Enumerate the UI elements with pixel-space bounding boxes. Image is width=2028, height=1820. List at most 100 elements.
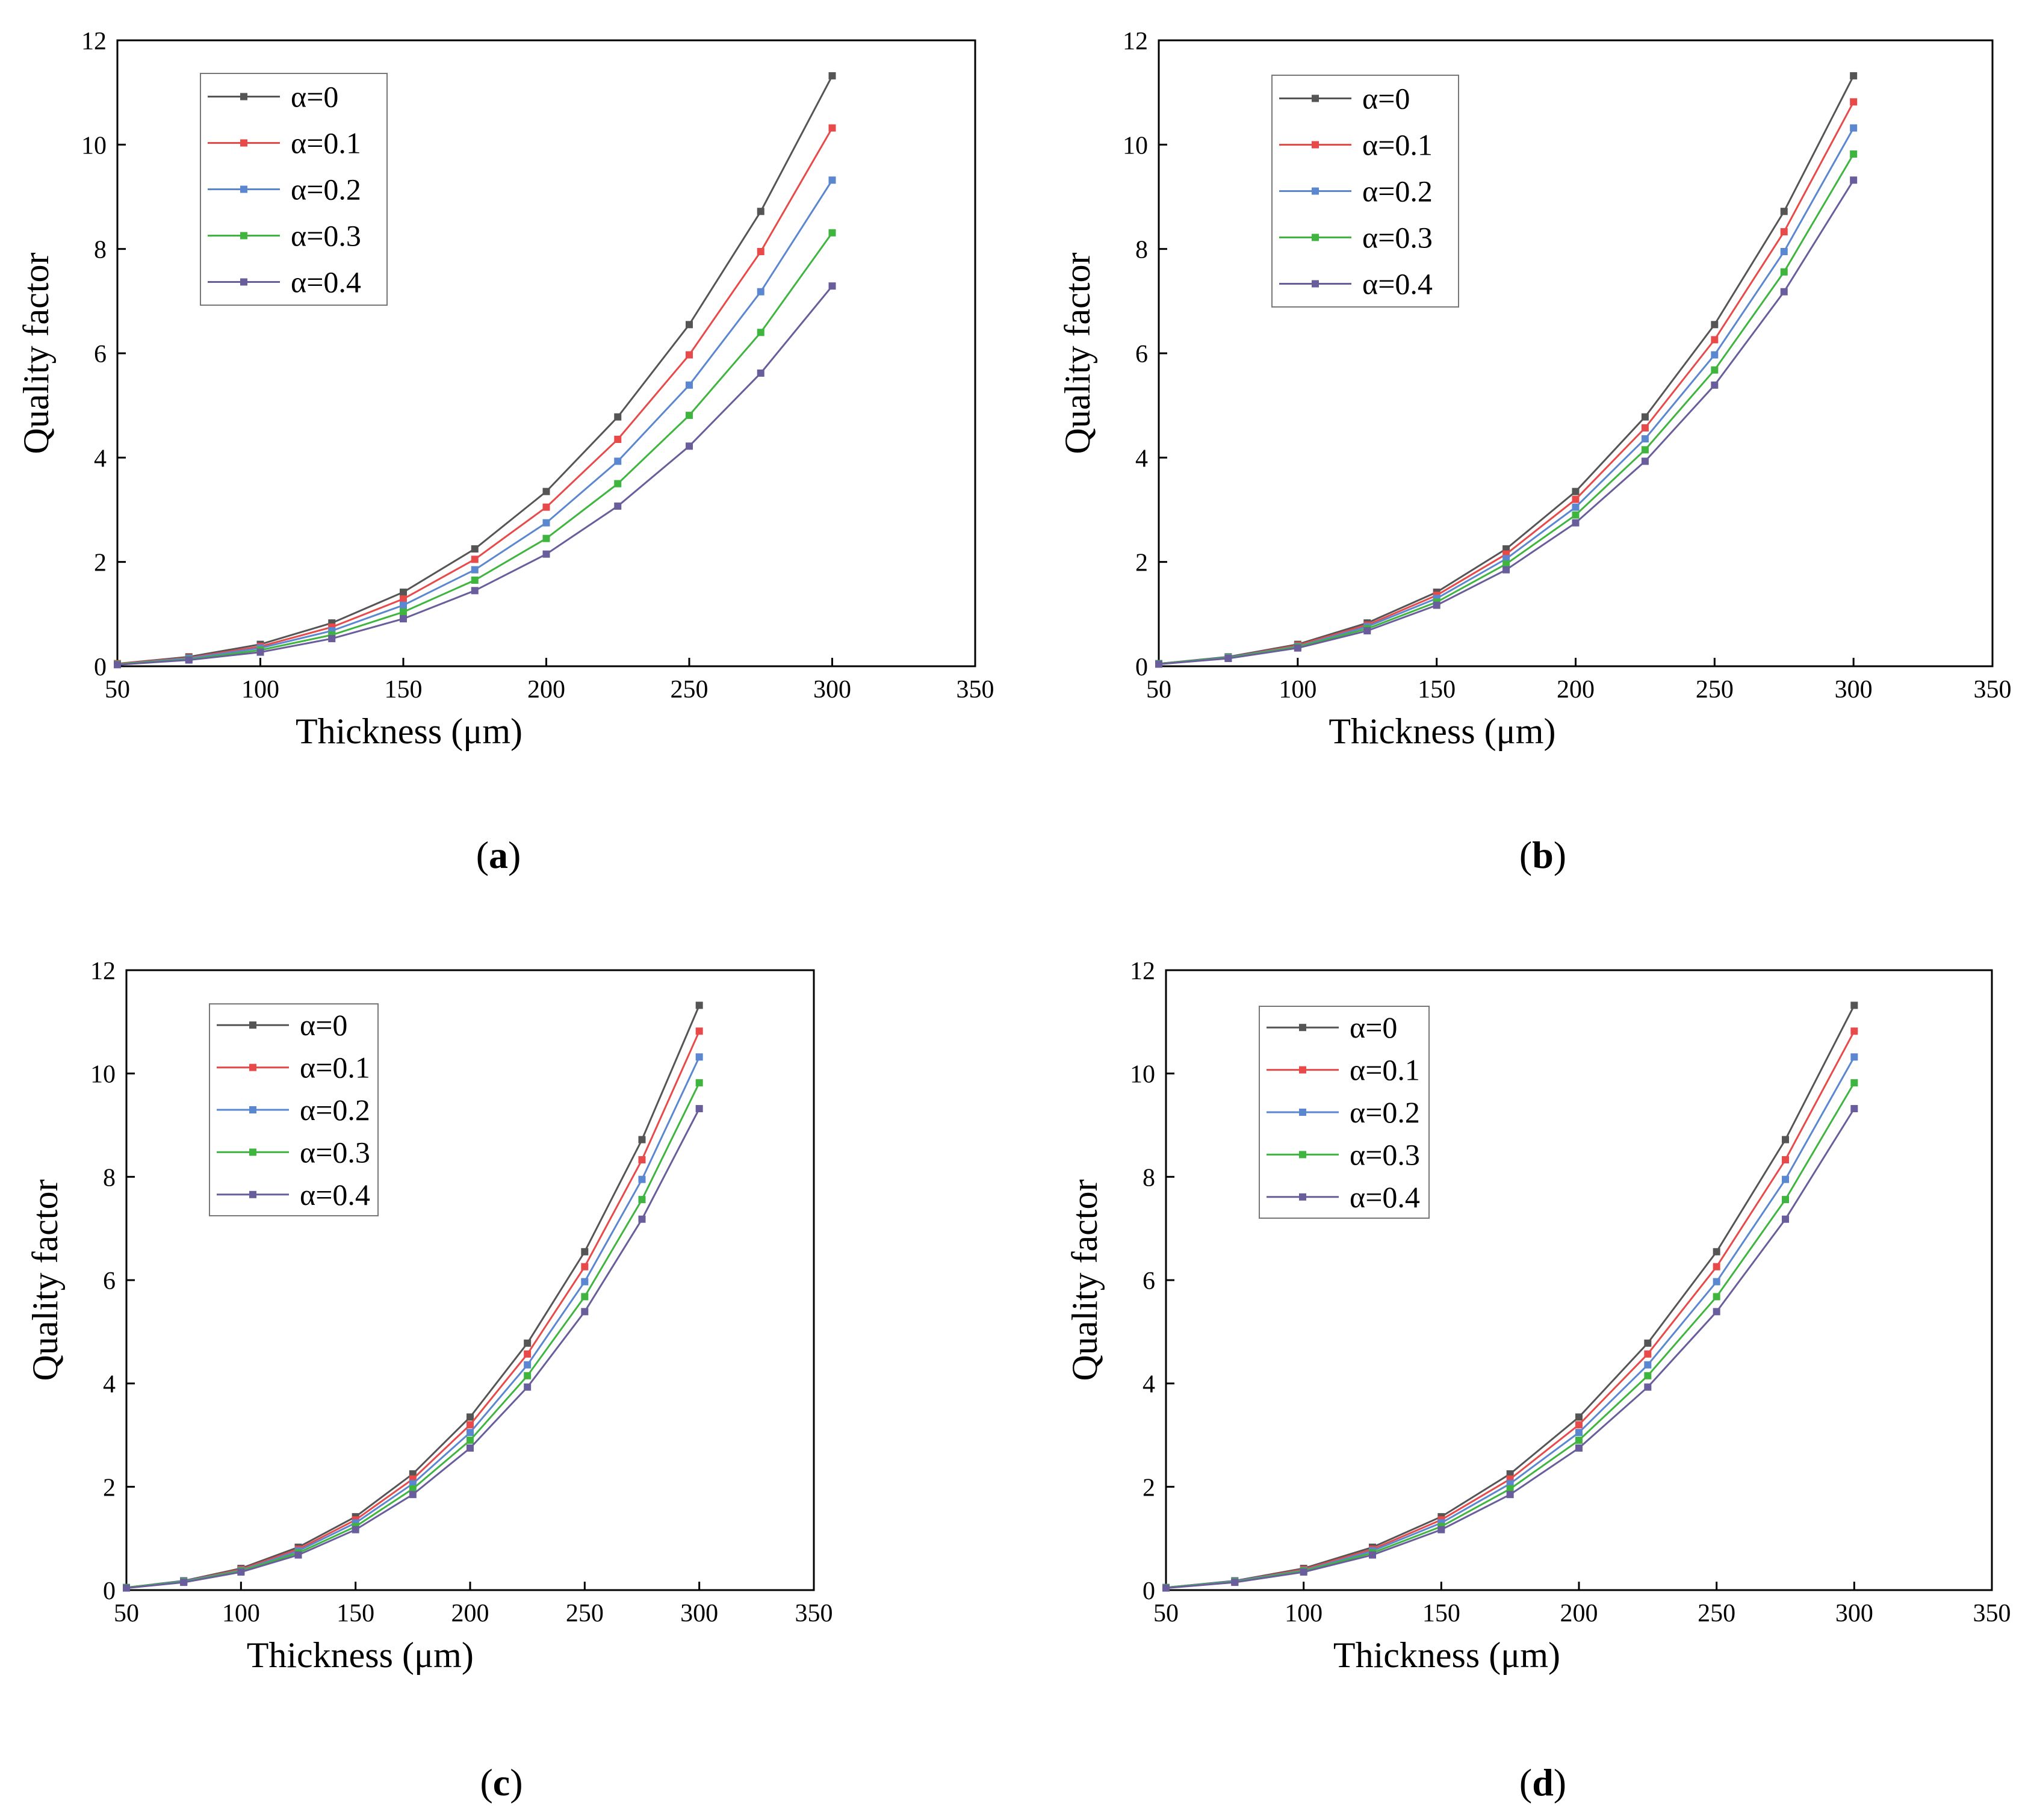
data-point-s4-1 bbox=[185, 656, 193, 664]
y-tick-label: 8 bbox=[94, 237, 107, 264]
data-point-s4-4 bbox=[352, 1526, 359, 1534]
data-point-s4-8 bbox=[1713, 1308, 1720, 1316]
data-point-s0-9 bbox=[757, 208, 764, 215]
data-point-s4-10 bbox=[1850, 176, 1858, 184]
data-point-s3-9 bbox=[757, 329, 764, 336]
data-point-s1-6 bbox=[1572, 495, 1580, 503]
legend-marker-4 bbox=[1312, 280, 1319, 288]
data-point-s2-10 bbox=[1850, 1053, 1858, 1061]
data-point-s4-9 bbox=[1780, 288, 1788, 296]
x-tick-label: 300 bbox=[813, 676, 851, 704]
data-point-s3-8 bbox=[1713, 1293, 1720, 1301]
x-tick-label: 250 bbox=[1696, 676, 1734, 704]
legend-marker-3 bbox=[240, 232, 247, 240]
chart-panel-a: 50 100 150 200 250 300 350 0 2 4 6 8 10 12 Thickness (… bbox=[16, 28, 994, 876]
legend-marker-2 bbox=[240, 185, 247, 193]
legend-label-0: α=0 bbox=[300, 1008, 347, 1042]
data-point-s4-6 bbox=[542, 550, 550, 558]
y-tick-label: 0 bbox=[1135, 654, 1148, 681]
data-point-s4-0 bbox=[114, 661, 121, 669]
data-point-s2-9 bbox=[1780, 248, 1788, 255]
data-point-s2-8 bbox=[1711, 351, 1719, 359]
data-point-s4-8 bbox=[686, 442, 693, 450]
data-point-s0-9 bbox=[638, 1136, 646, 1144]
x-tick-label: 200 bbox=[451, 1600, 489, 1627]
legend-marker-1 bbox=[1299, 1066, 1306, 1074]
data-point-s1-7 bbox=[614, 436, 622, 443]
data-point-s4-5 bbox=[409, 1491, 417, 1499]
data-point-s2-7 bbox=[524, 1361, 532, 1369]
x-tick-label: 150 bbox=[1418, 676, 1456, 704]
legend-marker-3 bbox=[1299, 1151, 1306, 1159]
panel-caption: (c) bbox=[480, 1761, 523, 1804]
data-point-s0-6 bbox=[1572, 488, 1580, 495]
data-point-s3-6 bbox=[1575, 1437, 1583, 1444]
legend-marker-1 bbox=[240, 139, 247, 147]
data-point-s4-10 bbox=[828, 282, 836, 290]
data-point-s3-7 bbox=[1644, 1372, 1652, 1379]
data-point-s0-7 bbox=[524, 1339, 532, 1347]
panel-caption: (d) bbox=[1519, 1761, 1566, 1804]
data-point-s4-8 bbox=[1711, 381, 1719, 389]
x-tick-label: 150 bbox=[336, 1600, 374, 1627]
data-point-s4-9 bbox=[1782, 1215, 1789, 1223]
legend-label-1: α=0.1 bbox=[1362, 128, 1433, 162]
data-point-s1-6 bbox=[1575, 1421, 1583, 1429]
data-point-s0-6 bbox=[467, 1413, 474, 1421]
data-point-s2-7 bbox=[614, 457, 622, 465]
data-point-s0-7 bbox=[1641, 413, 1649, 421]
data-point-s0-6 bbox=[1575, 1413, 1583, 1421]
y-tick-label: 12 bbox=[1130, 958, 1155, 985]
data-point-s0-10 bbox=[1850, 72, 1858, 79]
legend-label-2: α=0.2 bbox=[1350, 1095, 1420, 1129]
data-point-s1-10 bbox=[1850, 98, 1858, 106]
y-tick-label: 10 bbox=[90, 1061, 116, 1089]
data-point-s1-7 bbox=[1644, 1350, 1652, 1358]
legend-label-1: α=0.1 bbox=[291, 126, 361, 160]
data-point-s3-7 bbox=[524, 1372, 532, 1379]
y-tick-label: 0 bbox=[94, 654, 107, 681]
y-tick-label: 8 bbox=[1143, 1164, 1155, 1192]
data-point-s2-6 bbox=[467, 1429, 474, 1437]
data-point-s4-4 bbox=[1433, 601, 1440, 609]
x-tick-label: 150 bbox=[1422, 1600, 1460, 1627]
legend-label-1: α=0.1 bbox=[300, 1051, 370, 1085]
legend-marker-3 bbox=[1312, 234, 1319, 241]
x-tick-label: 250 bbox=[671, 676, 709, 704]
data-point-s4-0 bbox=[1155, 660, 1162, 668]
data-point-s3-6 bbox=[542, 534, 550, 542]
data-point-s2-4 bbox=[400, 601, 407, 609]
x-tick-label: 100 bbox=[241, 676, 279, 704]
data-point-s3-5 bbox=[1502, 560, 1510, 568]
legend-label-2: α=0.2 bbox=[1362, 175, 1433, 208]
data-point-s4-7 bbox=[1641, 457, 1649, 465]
legend-label-4: α=0.4 bbox=[1350, 1180, 1420, 1214]
legend-marker-4 bbox=[240, 278, 247, 286]
data-point-s1-8 bbox=[581, 1263, 589, 1271]
legend-label-1: α=0.1 bbox=[1350, 1053, 1420, 1087]
data-point-s0-5 bbox=[471, 545, 479, 552]
legend-marker-3 bbox=[249, 1148, 256, 1156]
data-point-s1-6 bbox=[467, 1421, 474, 1429]
x-tick-label: 50 bbox=[105, 676, 130, 704]
data-point-s1-9 bbox=[757, 248, 764, 255]
data-point-s4-0 bbox=[123, 1584, 130, 1592]
y-tick-label: 2 bbox=[1143, 1474, 1155, 1502]
chart-panel-c: 50 100 150 200 250 300 350 0 2 4 6 8 10 12 Thickness (… bbox=[25, 958, 833, 1804]
y-tick-label: 8 bbox=[103, 1164, 116, 1192]
data-point-s4-1 bbox=[1224, 655, 1232, 662]
legend-label-3: α=0.3 bbox=[1350, 1138, 1420, 1171]
data-point-s4-1 bbox=[180, 1579, 188, 1586]
legend-marker-2 bbox=[1312, 187, 1319, 195]
legend-marker-4 bbox=[249, 1190, 256, 1198]
y-tick-label: 4 bbox=[1135, 445, 1148, 472]
y-tick-label: 0 bbox=[1143, 1577, 1155, 1605]
x-tick-label: 200 bbox=[1560, 1600, 1598, 1627]
data-point-s1-4 bbox=[400, 595, 407, 603]
data-point-s3-5 bbox=[409, 1485, 417, 1493]
data-point-s1-8 bbox=[1711, 336, 1719, 344]
y-axis-title: Quality factor bbox=[1058, 253, 1097, 454]
data-point-s2-9 bbox=[1782, 1175, 1789, 1183]
x-tick-label: 300 bbox=[680, 1600, 718, 1627]
legend-marker-1 bbox=[1312, 141, 1319, 149]
